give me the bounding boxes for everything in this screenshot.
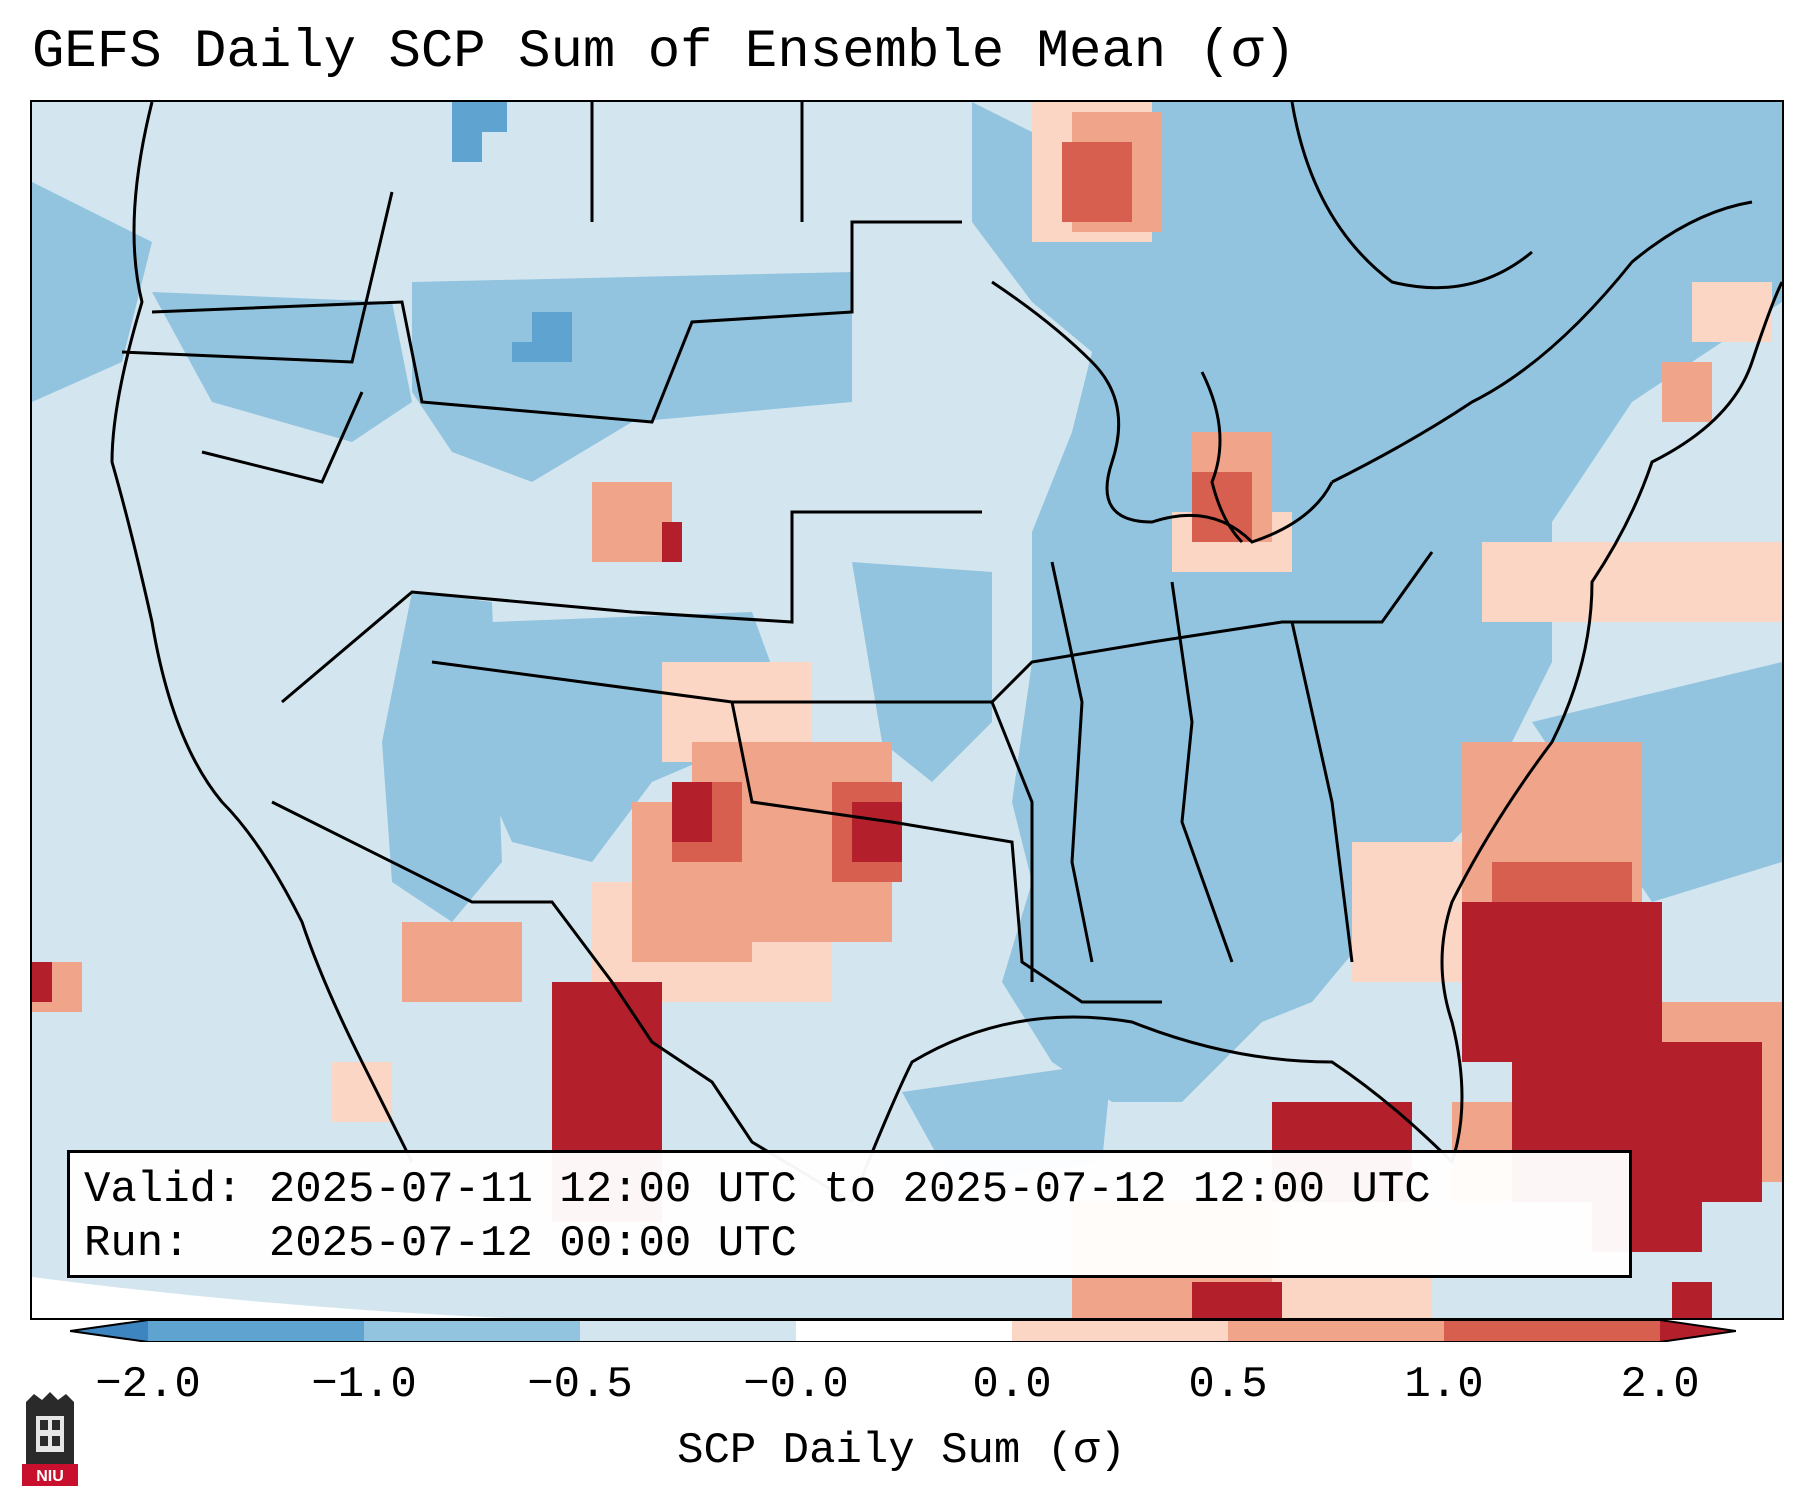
colorbar-tick-5: 0.0 <box>972 1360 1052 1410</box>
colorbar-tick-1: −2.0 <box>95 1360 201 1410</box>
colorbar-tick-2: −1.0 <box>311 1360 417 1410</box>
niu-logo: NIU <box>22 1392 78 1486</box>
run-row: Run: 2025-07-12 00:00 UTC <box>84 1217 1629 1271</box>
colorbar-tick-4: −0.0 <box>743 1360 849 1410</box>
colorbar-bin-2 <box>364 1320 580 1342</box>
coastlines-and-borders <box>110 102 1782 1204</box>
scp-map <box>32 102 1782 1318</box>
colorbar-extend-low <box>70 1320 148 1342</box>
colorbar-bin-3 <box>580 1320 796 1342</box>
valid-value: 2025-07-11 12:00 UTC to 2025-07-12 12:00… <box>268 1165 1431 1215</box>
colorbar-tick-8: 2.0 <box>1620 1360 1700 1410</box>
colorbar-bin-7 <box>1444 1320 1660 1342</box>
colorbar-bin-6 <box>1228 1320 1444 1342</box>
colorbar-bin-4 <box>796 1320 1012 1342</box>
colorbar-tick-3: −0.5 <box>527 1360 633 1410</box>
valid-label: Valid: <box>84 1165 243 1215</box>
map-title: GEFS Daily SCP Sum of Ensemble Mean (σ) <box>32 22 1296 83</box>
run-value: 2025-07-12 00:00 UTC <box>268 1219 797 1269</box>
colorbar-label: SCP Daily Sum (σ) <box>677 1426 1126 1476</box>
colorbar-bin-1 <box>148 1320 364 1342</box>
colorbar-tick-6: 0.5 <box>1188 1360 1268 1410</box>
map-panel <box>30 100 1784 1320</box>
ocean-mask <box>32 1277 1082 1318</box>
valid-row: Valid: 2025-07-11 12:00 UTC to 2025-07-1… <box>84 1163 1629 1217</box>
colorbar-bin-5 <box>1012 1320 1228 1342</box>
colorbar-tick-7: 1.0 <box>1404 1360 1484 1410</box>
run-label: Run: <box>84 1219 190 1269</box>
field-negative-strong <box>452 102 572 362</box>
niu-logo-text: NIU <box>36 1468 64 1485</box>
colorbar <box>70 1320 1736 1342</box>
valid-run-infobox: Valid: 2025-07-11 12:00 UTC to 2025-07-1… <box>67 1150 1632 1278</box>
colorbar-extend-high <box>1660 1320 1736 1342</box>
